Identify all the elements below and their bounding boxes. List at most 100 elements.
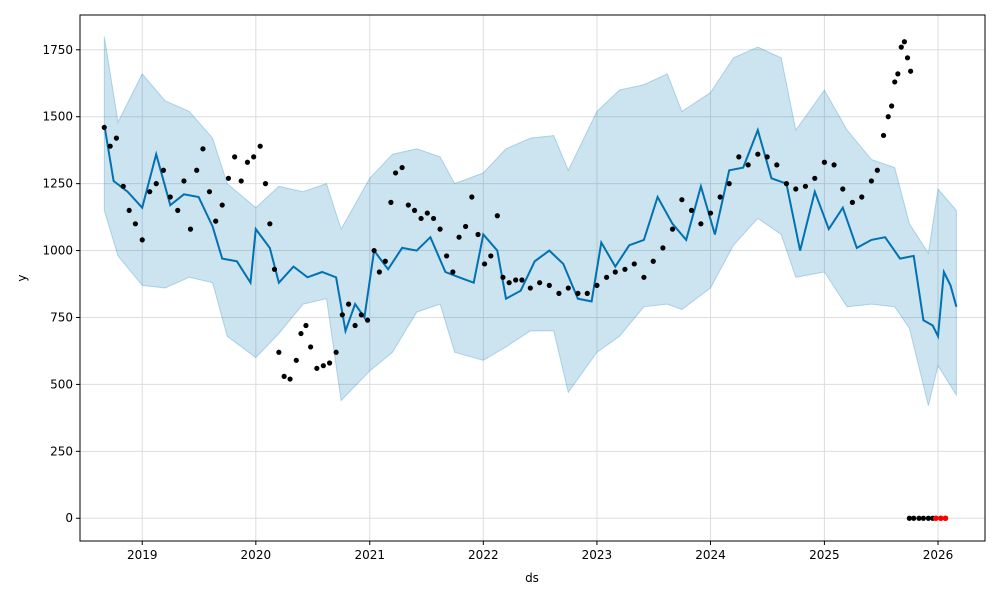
observed-point [225, 175, 232, 181]
observed-point [527, 285, 533, 291]
observed-point [631, 261, 637, 267]
observed-point [920, 515, 926, 521]
observed-point [901, 39, 907, 45]
observed-point [688, 207, 695, 214]
observed-point [906, 515, 912, 521]
observed-point [194, 167, 200, 173]
x-tick-label: 2026 [923, 548, 954, 562]
observed-point [450, 269, 456, 275]
observed-point [139, 237, 145, 243]
observed-point [513, 277, 519, 283]
x-tick-label: 2025 [809, 548, 840, 562]
observed-point [707, 210, 714, 216]
y-tick-label: 1500 [42, 110, 73, 124]
observed-point [506, 280, 512, 286]
observed-point [411, 207, 418, 214]
observed-point [679, 197, 685, 203]
observed-point [418, 215, 424, 222]
observed-point [575, 290, 581, 296]
observed-point [904, 55, 911, 61]
observed-point [219, 202, 225, 208]
observed-point [314, 365, 320, 371]
observed-point [326, 360, 333, 366]
observed-point [494, 213, 500, 219]
y-axis-label: y [15, 274, 29, 281]
observed-point [889, 103, 895, 109]
observed-point [388, 199, 394, 205]
observed-point [238, 178, 244, 184]
observed-point [698, 221, 704, 227]
x-axis-ticks: 2019 2020 2021 2022 2023 2024 2025 2026 [127, 541, 953, 562]
observed-point [880, 132, 887, 139]
observed-point [430, 215, 437, 222]
observed-point [308, 344, 314, 350]
observed-point [181, 178, 187, 184]
observed-point [537, 280, 543, 286]
observed-point [371, 247, 377, 254]
highlight-point [938, 515, 944, 522]
observed-point [113, 135, 120, 141]
observed-point [444, 253, 450, 259]
observed-point [726, 181, 732, 187]
observed-point [849, 199, 856, 205]
observed-point [153, 181, 159, 187]
observed-point [333, 349, 339, 355]
observed-point [783, 181, 790, 187]
observed-point [898, 44, 904, 50]
observed-point [276, 349, 282, 355]
observed-point [281, 373, 287, 379]
observed-point [175, 207, 181, 214]
observed-point [612, 269, 618, 275]
observed-point [303, 322, 309, 329]
observed-point [382, 258, 388, 264]
observed-point [206, 189, 213, 195]
observed-point [364, 317, 371, 323]
observed-point [546, 282, 552, 288]
observed-point [831, 162, 837, 168]
observed-point [244, 159, 251, 165]
observed-point [376, 269, 382, 275]
forecast-line [103, 124, 958, 340]
x-axis-label: ds [525, 571, 539, 585]
observed-point [488, 253, 494, 259]
observed-point [339, 312, 345, 318]
grid-lines [80, 15, 985, 541]
highlight-point [933, 515, 939, 522]
observed-point [594, 282, 600, 288]
observed-point [132, 221, 138, 227]
observed-point [908, 68, 914, 74]
observed-point [437, 226, 443, 232]
observed-point [622, 266, 628, 272]
observed-point [120, 183, 126, 189]
observed-point [669, 226, 676, 232]
observed-point [745, 162, 751, 168]
observed-point [262, 181, 269, 187]
observed-point [251, 154, 257, 160]
observed-point [793, 186, 799, 192]
observed-point [287, 376, 293, 382]
y-tick-label: 750 [50, 310, 73, 324]
observed-points [101, 39, 949, 522]
observed-point [257, 143, 263, 149]
observed-point [925, 515, 931, 521]
observed-point [475, 231, 481, 238]
observed-point [293, 357, 299, 363]
observed-point [641, 274, 647, 280]
x-tick-label: 2020 [241, 548, 272, 562]
y-axis-ticks: 0 250 500 750 1000 1250 1500 1750 [42, 43, 80, 525]
observed-point [147, 189, 153, 195]
x-tick-label: 2021 [354, 548, 385, 562]
observed-point [584, 290, 590, 296]
observed-point [895, 71, 901, 77]
observed-point [868, 178, 875, 184]
observed-point [469, 194, 475, 200]
observed-point [213, 218, 219, 224]
observed-point [764, 154, 770, 160]
observed-point [736, 154, 742, 160]
uncertainty-interval [103, 36, 957, 406]
observed-point [774, 162, 780, 168]
observed-point [859, 194, 865, 200]
y-tick-label: 1000 [42, 244, 73, 258]
observed-point [345, 301, 352, 307]
